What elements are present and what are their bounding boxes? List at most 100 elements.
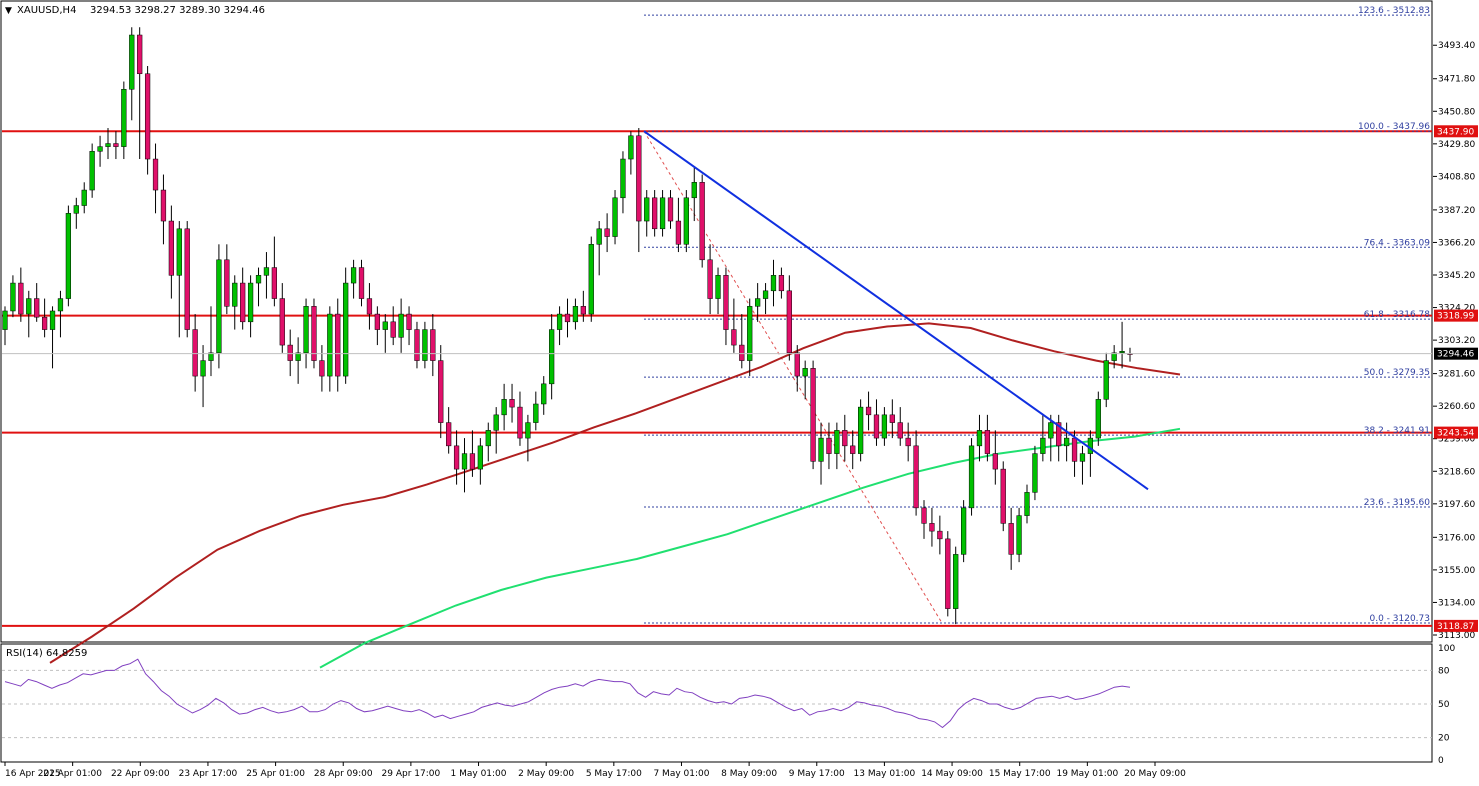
candle-body — [1103, 360, 1109, 400]
candle-body — [319, 360, 325, 377]
fib-level-label: 123.6 - 3512.83 — [1358, 6, 1430, 16]
candle — [414, 321, 420, 369]
candle-body — [144, 73, 151, 160]
candle-body — [533, 403, 539, 423]
candle — [889, 399, 895, 439]
candle-body — [850, 445, 856, 454]
fib-level-label: 50.0 - 3279.35 — [1364, 368, 1430, 378]
candle — [485, 422, 491, 462]
candle-body — [422, 329, 428, 361]
candle-body — [1095, 399, 1101, 439]
price-marker-box — [1434, 426, 1478, 439]
candle — [699, 174, 705, 268]
time-tick-label: 28 Apr 09:00 — [314, 769, 373, 779]
candle — [382, 314, 388, 353]
candle-body — [1040, 437, 1046, 454]
candle — [905, 422, 911, 462]
candle — [580, 290, 586, 322]
candle — [739, 314, 745, 369]
candle-body — [842, 430, 848, 447]
price-marker-box — [1434, 125, 1478, 138]
candle — [493, 407, 499, 454]
candle-body — [858, 406, 864, 454]
candle — [549, 314, 555, 400]
candle — [1000, 461, 1006, 532]
rsi-tick-label: 50 — [1438, 700, 1450, 710]
candle-body — [794, 352, 800, 377]
candle — [184, 221, 190, 338]
slow-moving-average-line — [49, 322, 1181, 664]
candle-body — [216, 259, 222, 354]
candle-body — [461, 453, 468, 470]
candle-body — [501, 399, 507, 416]
candle-body — [168, 220, 174, 276]
candle — [41, 298, 48, 338]
time-tick-label: 14 May 09:00 — [921, 769, 983, 779]
candle — [517, 391, 523, 446]
candle-body — [34, 298, 40, 318]
candle — [160, 174, 167, 245]
candle-body — [287, 344, 293, 361]
symbol-arrow-icon[interactable]: ▼ — [5, 6, 12, 16]
candle — [667, 190, 674, 229]
candle-body — [636, 135, 642, 222]
price-markers: 3437.90 3318.99 3294.46 3243.54 3118.87 — [1434, 125, 1478, 632]
rsi-tick-label: 100 — [1438, 644, 1455, 654]
candle-body — [509, 399, 515, 408]
candle-body — [311, 306, 317, 361]
candle — [509, 383, 515, 423]
candle-body — [485, 430, 491, 447]
candle — [818, 422, 824, 485]
candle-body — [905, 437, 911, 447]
candle-body — [398, 313, 404, 338]
candle-body — [992, 453, 998, 470]
candle-body — [374, 313, 380, 330]
candle-body — [240, 282, 246, 323]
candle-body — [755, 298, 761, 307]
candle-body — [731, 329, 737, 346]
price-tick-label: 3197.60 — [1438, 500, 1475, 510]
candle — [675, 197, 682, 253]
candle — [144, 66, 151, 175]
candle — [176, 221, 182, 338]
candle — [327, 306, 333, 392]
candle-body — [961, 507, 967, 555]
candle-body — [65, 213, 72, 299]
candle-body — [659, 197, 666, 230]
candle-body — [580, 306, 586, 315]
candle — [65, 205, 72, 307]
bearish-trend-line — [643, 130, 1149, 491]
candle-body — [541, 383, 547, 405]
candle-body — [200, 360, 206, 377]
candle-body — [834, 430, 840, 454]
candle-body — [335, 313, 341, 377]
candle — [968, 438, 975, 516]
candles — [2, 27, 1432, 625]
candle — [469, 430, 476, 477]
candle — [113, 131, 119, 160]
candle-body — [57, 298, 64, 312]
candle-body — [1119, 351, 1125, 354]
candle — [953, 546, 959, 625]
candle-body — [612, 197, 618, 237]
time-tick-label: 15 May 17:00 — [989, 769, 1051, 779]
chart-symbol: XAUUSD,H4 — [17, 5, 76, 16]
candle — [137, 27, 143, 160]
candle — [802, 360, 808, 400]
candle-body — [343, 282, 349, 377]
candle — [430, 314, 436, 377]
candle — [850, 430, 856, 470]
candle — [691, 166, 697, 222]
candle-body — [818, 437, 824, 462]
price-tick-label: 3450.80 — [1438, 107, 1475, 117]
price-tick-label: 3134.00 — [1438, 598, 1475, 608]
candle-body — [525, 422, 531, 439]
rsi-tick-label: 20 — [1438, 734, 1450, 744]
candle-body — [152, 158, 159, 191]
candle — [723, 267, 729, 346]
candle — [49, 306, 56, 369]
candle-body — [390, 321, 396, 338]
candle-body — [778, 275, 785, 292]
candle-body — [97, 146, 103, 152]
price-marker-box — [1434, 309, 1478, 322]
